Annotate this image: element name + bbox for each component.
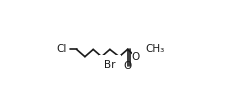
- Text: Cl: Cl: [56, 44, 67, 54]
- Text: CH₃: CH₃: [145, 44, 165, 54]
- Text: O: O: [132, 52, 140, 62]
- Text: Br: Br: [104, 60, 116, 70]
- Text: O: O: [123, 61, 132, 71]
